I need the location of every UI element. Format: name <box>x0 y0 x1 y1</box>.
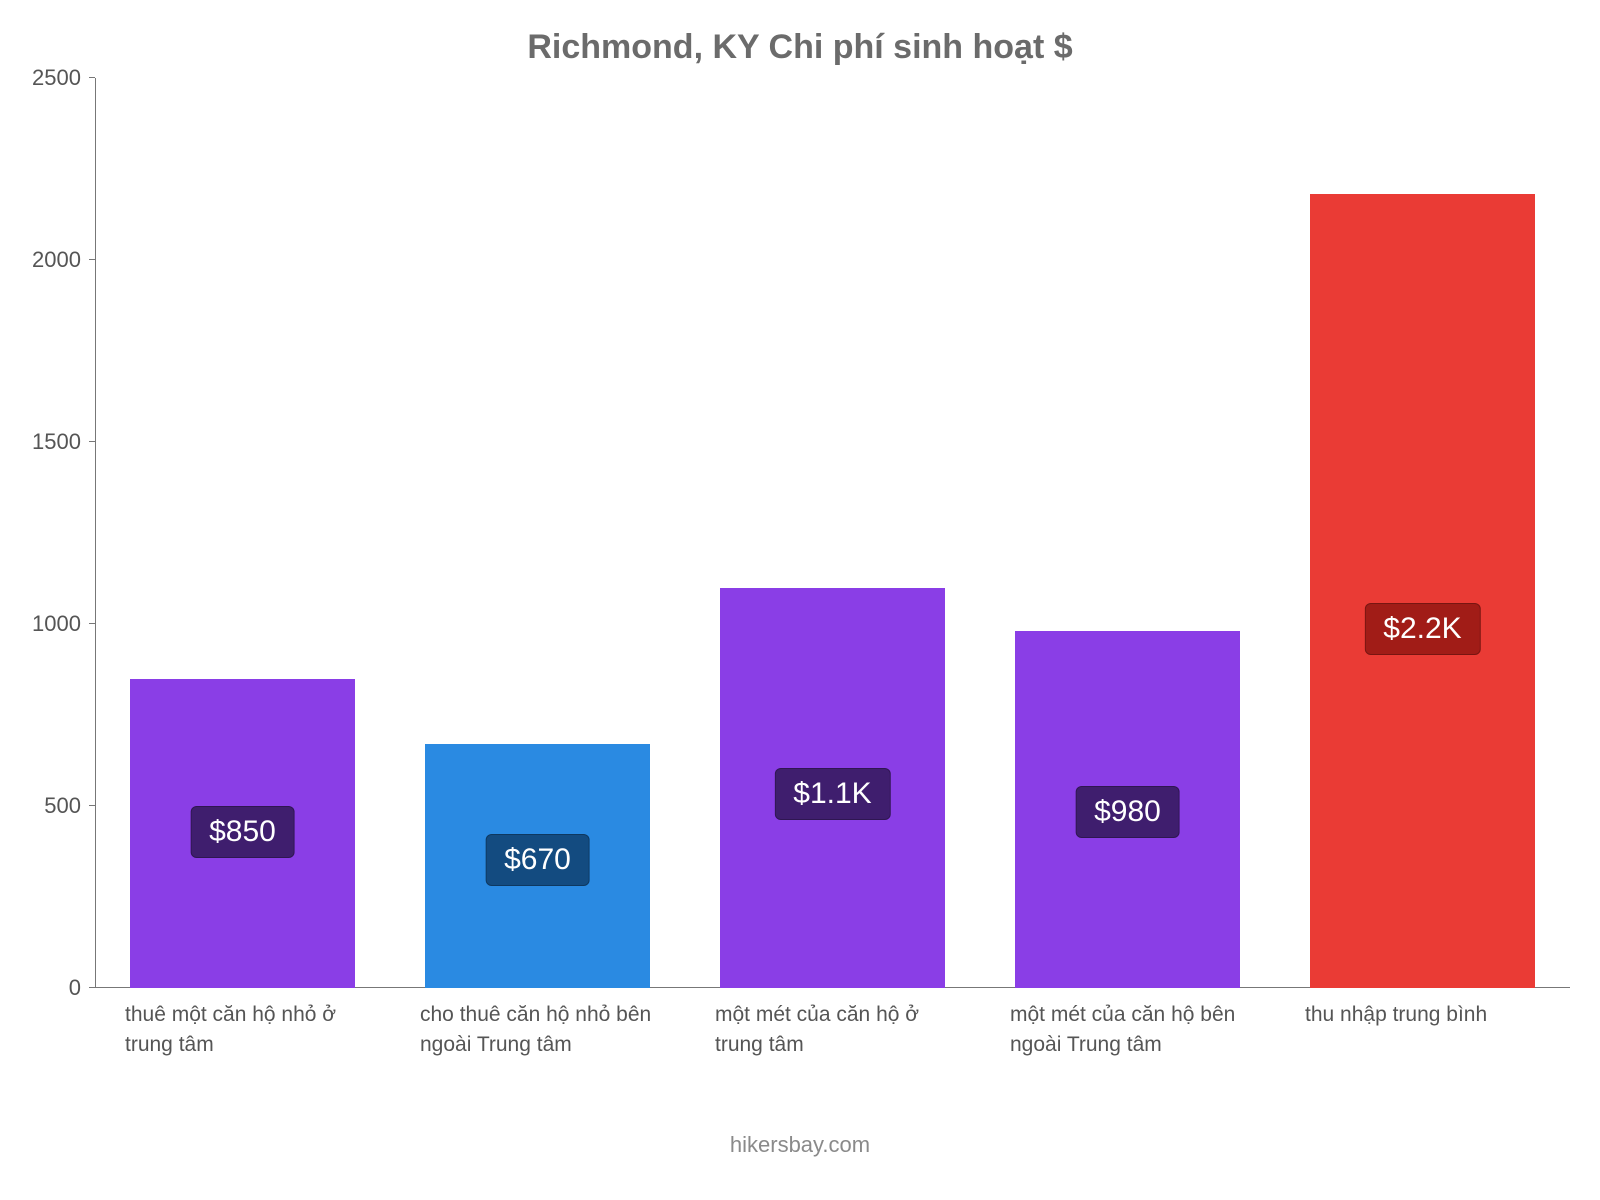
y-tick-mark <box>89 259 95 260</box>
x-axis-labels: thuê một căn hộ nhỏ ở trung tâmcho thuê … <box>95 1000 1570 1061</box>
y-tick-label: 2500 <box>32 65 95 91</box>
chart-title: Richmond, KY Chi phí sinh hoạt $ <box>0 28 1600 67</box>
x-axis-label: một mét của căn hộ bên ngoài Trung tâm <box>980 1000 1275 1061</box>
x-axis-label: cho thuê căn hộ nhỏ bên ngoài Trung tâm <box>390 1000 685 1061</box>
bar-slot: $1.1K <box>685 78 980 988</box>
y-tick-label: 2000 <box>32 247 95 273</box>
y-tick-mark <box>89 987 95 988</box>
y-tick-mark <box>89 77 95 78</box>
bar-slot: $980 <box>980 78 1275 988</box>
y-tick-label: 1500 <box>32 429 95 455</box>
y-tick-mark <box>89 441 95 442</box>
y-tick-label: 0 <box>69 975 95 1001</box>
bar-slot: $850 <box>95 78 390 988</box>
y-tick-label: 500 <box>44 793 95 819</box>
bar: $2.2K <box>1310 194 1534 988</box>
value-badge: $2.2K <box>1364 603 1480 655</box>
y-tick-label: 1000 <box>32 611 95 637</box>
bars-row: $850 $670 $1.1K $980 $2.2K <box>95 78 1570 988</box>
value-badge: $980 <box>1075 786 1180 838</box>
y-tick-mark <box>89 805 95 806</box>
bar-slot: $2.2K <box>1275 78 1570 988</box>
value-badge: $1.1K <box>774 768 890 820</box>
bar: $670 <box>425 744 649 988</box>
value-badge: $850 <box>190 806 295 858</box>
plot-area: $850$670$1.1K$980$2.2K 05001000150020002… <box>95 78 1570 988</box>
x-axis-label: thu nhập trung bình <box>1275 1000 1570 1061</box>
chart-footer: hikersbay.com <box>0 1132 1600 1158</box>
bar-slot: $670 <box>390 78 685 988</box>
x-axis-label: một mét của căn hộ ở trung tâm <box>685 1000 980 1061</box>
bar: $850 <box>130 679 354 988</box>
value-badge: $670 <box>485 834 590 886</box>
bar: $980 <box>1015 631 1239 988</box>
y-tick-mark <box>89 623 95 624</box>
cost-of-living-chart: Richmond, KY Chi phí sinh hoạt $ $850 $67… <box>0 0 1600 1200</box>
x-axis-label: thuê một căn hộ nhỏ ở trung tâm <box>95 1000 390 1061</box>
bar: $1.1K <box>720 588 944 988</box>
